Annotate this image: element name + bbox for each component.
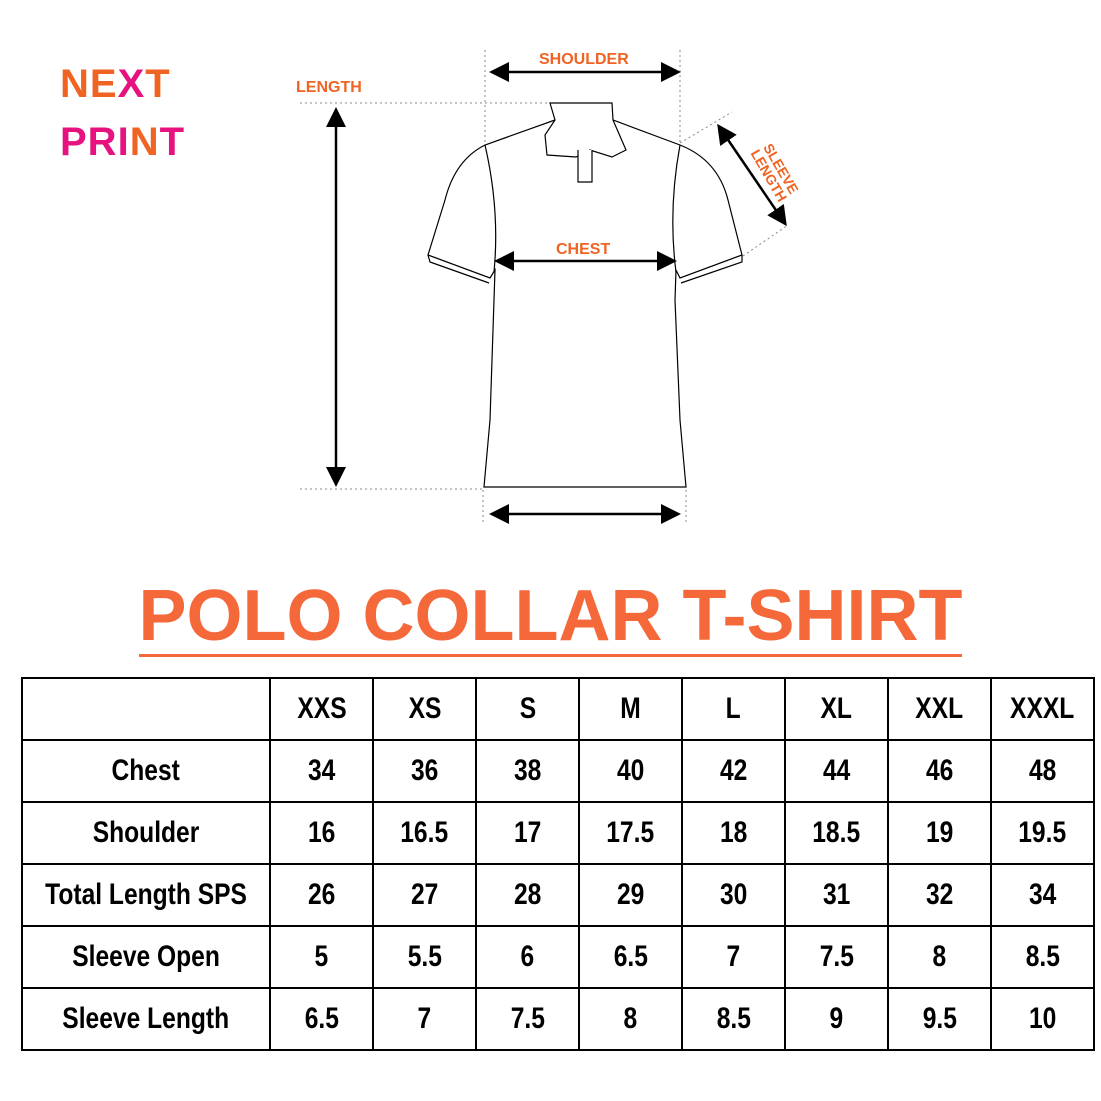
- table-cell: 6.5: [578, 925, 684, 989]
- table-cell: 29: [578, 863, 684, 927]
- table-cell: 5.5: [372, 925, 478, 989]
- page-title: POLO COLLAR T-SHIRT: [138, 576, 963, 657]
- table-cell: 10: [990, 987, 1096, 1051]
- row-label: Sleeve Open: [20, 925, 272, 989]
- table-cell: 7.5: [784, 925, 890, 989]
- table-cell: 18: [681, 801, 787, 865]
- table-cell: 46: [887, 739, 993, 803]
- size-header: XXXL: [990, 677, 1096, 741]
- table-cell: 17.5: [578, 801, 684, 865]
- table-cell: 16.5: [372, 801, 478, 865]
- chest-label: CHEST: [556, 241, 611, 258]
- table-cell: 38: [475, 739, 581, 803]
- table-cell: 8: [578, 987, 684, 1051]
- table-cell: 8: [887, 925, 993, 989]
- table-cell: 30: [681, 863, 787, 927]
- table-cell: 17: [475, 801, 581, 865]
- table-cell: 7.5: [475, 987, 581, 1051]
- table-cell: 34: [990, 863, 1096, 927]
- size-header: XXL: [887, 677, 993, 741]
- table-cell: 9: [784, 987, 890, 1051]
- table-cell: 27: [372, 863, 478, 927]
- table-cell: 19: [887, 801, 993, 865]
- table-cell: 7: [681, 925, 787, 989]
- shirt-outline: [427, 102, 743, 488]
- table-cell: 6.5: [269, 987, 375, 1051]
- measure-arrows: [326, 62, 787, 524]
- table-cell: 40: [578, 739, 684, 803]
- size-header: XXS: [269, 677, 375, 741]
- row-label: Sleeve Length: [20, 987, 272, 1051]
- table-cell: 31: [784, 863, 890, 927]
- length-label: LENGTH: [296, 79, 362, 96]
- table-cell: 26: [269, 863, 375, 927]
- corner-cell: [20, 677, 272, 741]
- table-cell: 34: [269, 739, 375, 803]
- size-header: S: [475, 677, 581, 741]
- table-cell: 6: [475, 925, 581, 989]
- table-row: Total Length SPS 26 27 28 29 30 31 32 34: [20, 863, 1096, 927]
- table-cell: 44: [784, 739, 890, 803]
- table-cell: 28: [475, 863, 581, 927]
- size-header: XS: [372, 677, 478, 741]
- table-cell: 16: [269, 801, 375, 865]
- row-label: Chest: [20, 739, 272, 803]
- table-header-row: XXS XS S M L XL XXL XXXL: [20, 677, 1096, 741]
- table-cell: 36: [372, 739, 478, 803]
- table-cell: 7: [372, 987, 478, 1051]
- polo-shirt-diagram: [300, 50, 789, 525]
- size-chart-table: XXS XS S M L XL XXL XXXL Chest 34 36 38 40 42…: [20, 677, 1096, 1051]
- table-cell: 19.5: [990, 801, 1096, 865]
- table-cell: 32: [887, 863, 993, 927]
- table-row: Sleeve Open 5 5.5 6 6.5 7 7.5 8 8.5: [20, 925, 1096, 989]
- row-label: Total Length SPS: [20, 863, 272, 927]
- logo-print: PRINT: [60, 120, 186, 164]
- table-row: Sleeve Length 6.5 7 7.5 8 8.5 9 9.5 10: [20, 987, 1096, 1051]
- row-label: Shoulder: [20, 801, 272, 865]
- table-row: Chest 34 36 38 40 42 44 46 48: [20, 739, 1096, 803]
- table-cell: 18.5: [784, 801, 890, 865]
- table-cell: 8.5: [681, 987, 787, 1051]
- size-header: L: [681, 677, 787, 741]
- size-header: M: [578, 677, 684, 741]
- table-cell: 48: [990, 739, 1096, 803]
- table-cell: 42: [681, 739, 787, 803]
- table-cell: 9.5: [887, 987, 993, 1051]
- logo-next: NEXT: [60, 62, 171, 106]
- table-cell: 8.5: [990, 925, 1096, 989]
- table-row: Shoulder 16 16.5 17 17.5 18 18.5 19 19.5: [20, 801, 1096, 865]
- size-header: XL: [784, 677, 890, 741]
- table-cell: 5: [269, 925, 375, 989]
- shoulder-label: SHOULDER: [539, 51, 629, 68]
